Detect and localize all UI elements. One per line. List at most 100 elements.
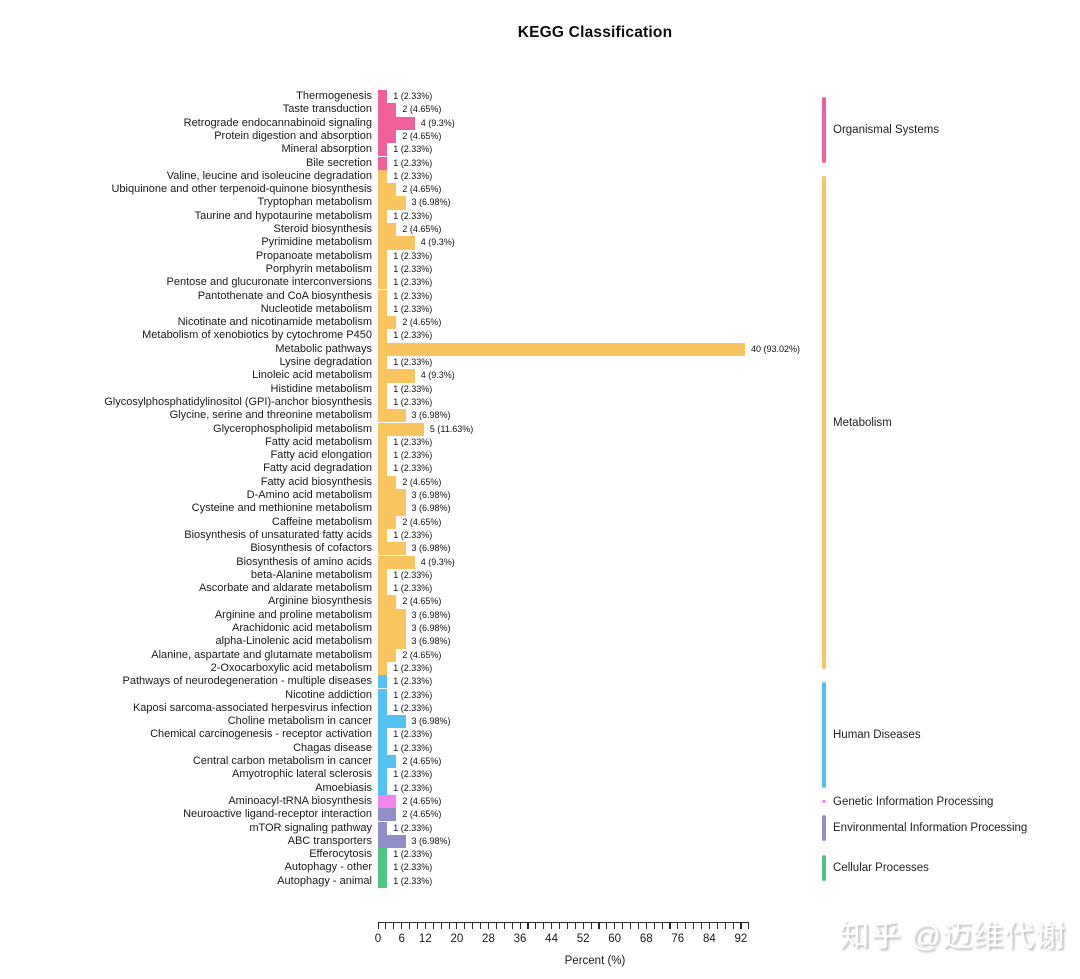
pathway-label: Amoebiasis — [315, 781, 372, 794]
group-indicator-bar — [822, 96, 826, 164]
table-row: Glycerophospholipid metabolism 5 (11.63%) — [0, 422, 1080, 436]
x-axis-tick — [551, 922, 553, 929]
x-axis-tick — [645, 922, 647, 929]
bar-value-label: 1 (2.33%) — [393, 583, 433, 594]
pathway-label: Caffeine metabolism — [271, 515, 372, 528]
bar-value-label: 2 (4.65%) — [402, 649, 442, 660]
pathway-bar — [378, 848, 388, 862]
x-axis-tick — [543, 922, 545, 929]
pathway-bar — [378, 648, 397, 662]
x-axis-tick — [629, 922, 632, 929]
table-row: Central carbon metabolism in cancer 2 (4.… — [0, 755, 1080, 769]
group-indicator-bar — [822, 176, 826, 669]
x-axis-tick-label: 20 — [450, 933, 464, 945]
group-indicator-bar — [822, 799, 826, 804]
pathway-bar — [378, 223, 397, 237]
pathway-bar — [378, 688, 388, 702]
x-axis-tick — [740, 922, 742, 929]
bar-value-label: 3 (6.98%) — [411, 636, 451, 647]
table-row: Linoleic acid metabolism 4 (9.3%) — [0, 369, 1080, 383]
table-row: Efferocytosis 1 (2.33%) — [0, 848, 1080, 862]
pathway-bar — [378, 661, 388, 676]
pathway-bar — [378, 183, 397, 197]
pathway-label: Biosynthesis of amino acids — [236, 555, 372, 568]
table-row: Ubiquinone and other terpenoid-quinone b… — [0, 183, 1080, 197]
x-axis-tick-label: 92 — [734, 933, 748, 945]
bar-value-label: 2 (4.65%) — [402, 130, 442, 141]
x-axis-tick — [456, 922, 458, 929]
x-axis-tick — [440, 922, 442, 929]
table-row: Nicotinate and nicotinamide metabolism 2 … — [0, 316, 1080, 330]
pathway-label: Pyrimidine metabolism — [261, 236, 372, 249]
x-axis-tick-label: 0 — [374, 933, 382, 945]
pathway-bar — [378, 821, 388, 835]
x-axis-line — [377, 922, 750, 924]
pathway-label: beta-Alanine metabolism — [250, 568, 372, 581]
pathway-label: Metabolism of xenobiotics by cytochrome … — [142, 329, 372, 342]
pathway-label: Porphyrin metabolism — [265, 262, 372, 275]
x-axis-tick — [472, 922, 474, 929]
pathway-bar — [378, 262, 388, 277]
bar-value-label: 1 (2.33%) — [393, 463, 433, 474]
x-axis-tick-label: 44 — [545, 933, 558, 945]
bar-value-label: 3 (6.98%) — [411, 716, 451, 727]
bar-value-label: 1 (2.33%) — [393, 250, 433, 261]
x-axis-tick — [724, 922, 726, 929]
pathway-label: Glycine, serine and threonine metabolism — [169, 409, 372, 422]
table-row: Fatty acid biosynthesis 2 (4.65%) — [0, 475, 1080, 489]
pathway-label: Biosynthesis of cofactors — [250, 542, 372, 555]
table-row: Metabolic pathways 40 (93.02%) — [0, 342, 1080, 356]
table-row: Lysine degradation 1 (2.33%) — [0, 356, 1080, 370]
x-axis-tick-label: 12 — [418, 933, 432, 945]
bar-value-label: 1 (2.33%) — [393, 357, 433, 367]
pathway-bar — [378, 502, 406, 516]
pathway-label: Neuroactive ligand-receptor interaction — [183, 808, 372, 821]
pathway-bar — [378, 622, 406, 636]
pathway-label: Steroid biosynthesis — [273, 223, 372, 235]
bar-value-label: 1 (2.33%) — [393, 263, 433, 274]
x-axis-tick — [614, 922, 616, 929]
bar-value-label: 1 (2.33%) — [393, 330, 433, 341]
pathway-bar — [378, 608, 406, 622]
pathway-label: Glycosylphosphatidylinositol (GPI)-ancho… — [104, 395, 372, 408]
x-axis-tick-label: 68 — [639, 933, 653, 945]
pathway-label: Nucleotide metabolism — [260, 302, 372, 315]
x-axis-tick — [409, 922, 411, 929]
pathway-bar — [378, 874, 388, 888]
group-indicator-bar — [822, 681, 826, 789]
pathway-label: mTOR signaling pathway — [249, 821, 372, 834]
pathway-label: Cysteine and methionine metabolism — [191, 502, 372, 515]
bar-value-label: 3 (6.98%) — [411, 609, 451, 620]
pathway-label: Biosynthesis of unsaturated fatty acids — [184, 528, 372, 541]
pathway-bar — [378, 209, 388, 223]
bar-value-label: 2 (4.65%) — [402, 224, 442, 234]
pathway-label: D-Amino acid metabolism — [246, 489, 372, 501]
table-row: Pantothenate and CoA biosynthesis 1 (2.33… — [0, 289, 1080, 303]
pathway-label: alpha-Linolenic acid metabolism — [215, 635, 372, 648]
table-row: Glycine, serine and threonine metabolism… — [0, 409, 1080, 423]
x-axis-tick — [700, 922, 703, 929]
pathway-bar — [378, 169, 388, 184]
table-row: Fatty acid elongation 1 (2.33%) — [0, 449, 1080, 463]
table-row: beta-Alanine metabolism 1 (2.33%) — [0, 568, 1080, 583]
pathway-label: Retrograde endocannabinoid signaling — [183, 116, 372, 129]
table-row: D-Amino acid metabolism 3 (6.98%) — [0, 489, 1080, 503]
bar-value-label: 2 (4.65%) — [402, 795, 442, 806]
bar-value-label: 1 (2.33%) — [393, 875, 433, 886]
table-row: Ascorbate and aldarate metabolism 1 (2.33… — [0, 582, 1080, 596]
x-axis-tick — [385, 922, 387, 929]
bar-value-label: 2 (4.65%) — [402, 104, 442, 115]
x-axis-tick — [677, 922, 679, 929]
pathway-label: Taste transduction — [282, 103, 372, 116]
x-axis-tick-label: 52 — [576, 933, 590, 945]
pathway-bar — [378, 568, 388, 583]
x-axis-tick — [416, 922, 419, 929]
table-row: Propanoate metabolism 1 (2.33%) — [0, 249, 1080, 263]
x-axis-tick — [669, 922, 671, 929]
pathway-bar — [378, 449, 388, 463]
x-axis-tick-label: 76 — [671, 933, 685, 945]
table-row: Retrograde endocannabinoid signaling 4 (9… — [0, 116, 1080, 130]
pathway-label: Autophagy - other — [284, 861, 372, 874]
pathway-bar — [378, 289, 388, 303]
bar-value-label: 1 (2.33%) — [393, 303, 433, 314]
